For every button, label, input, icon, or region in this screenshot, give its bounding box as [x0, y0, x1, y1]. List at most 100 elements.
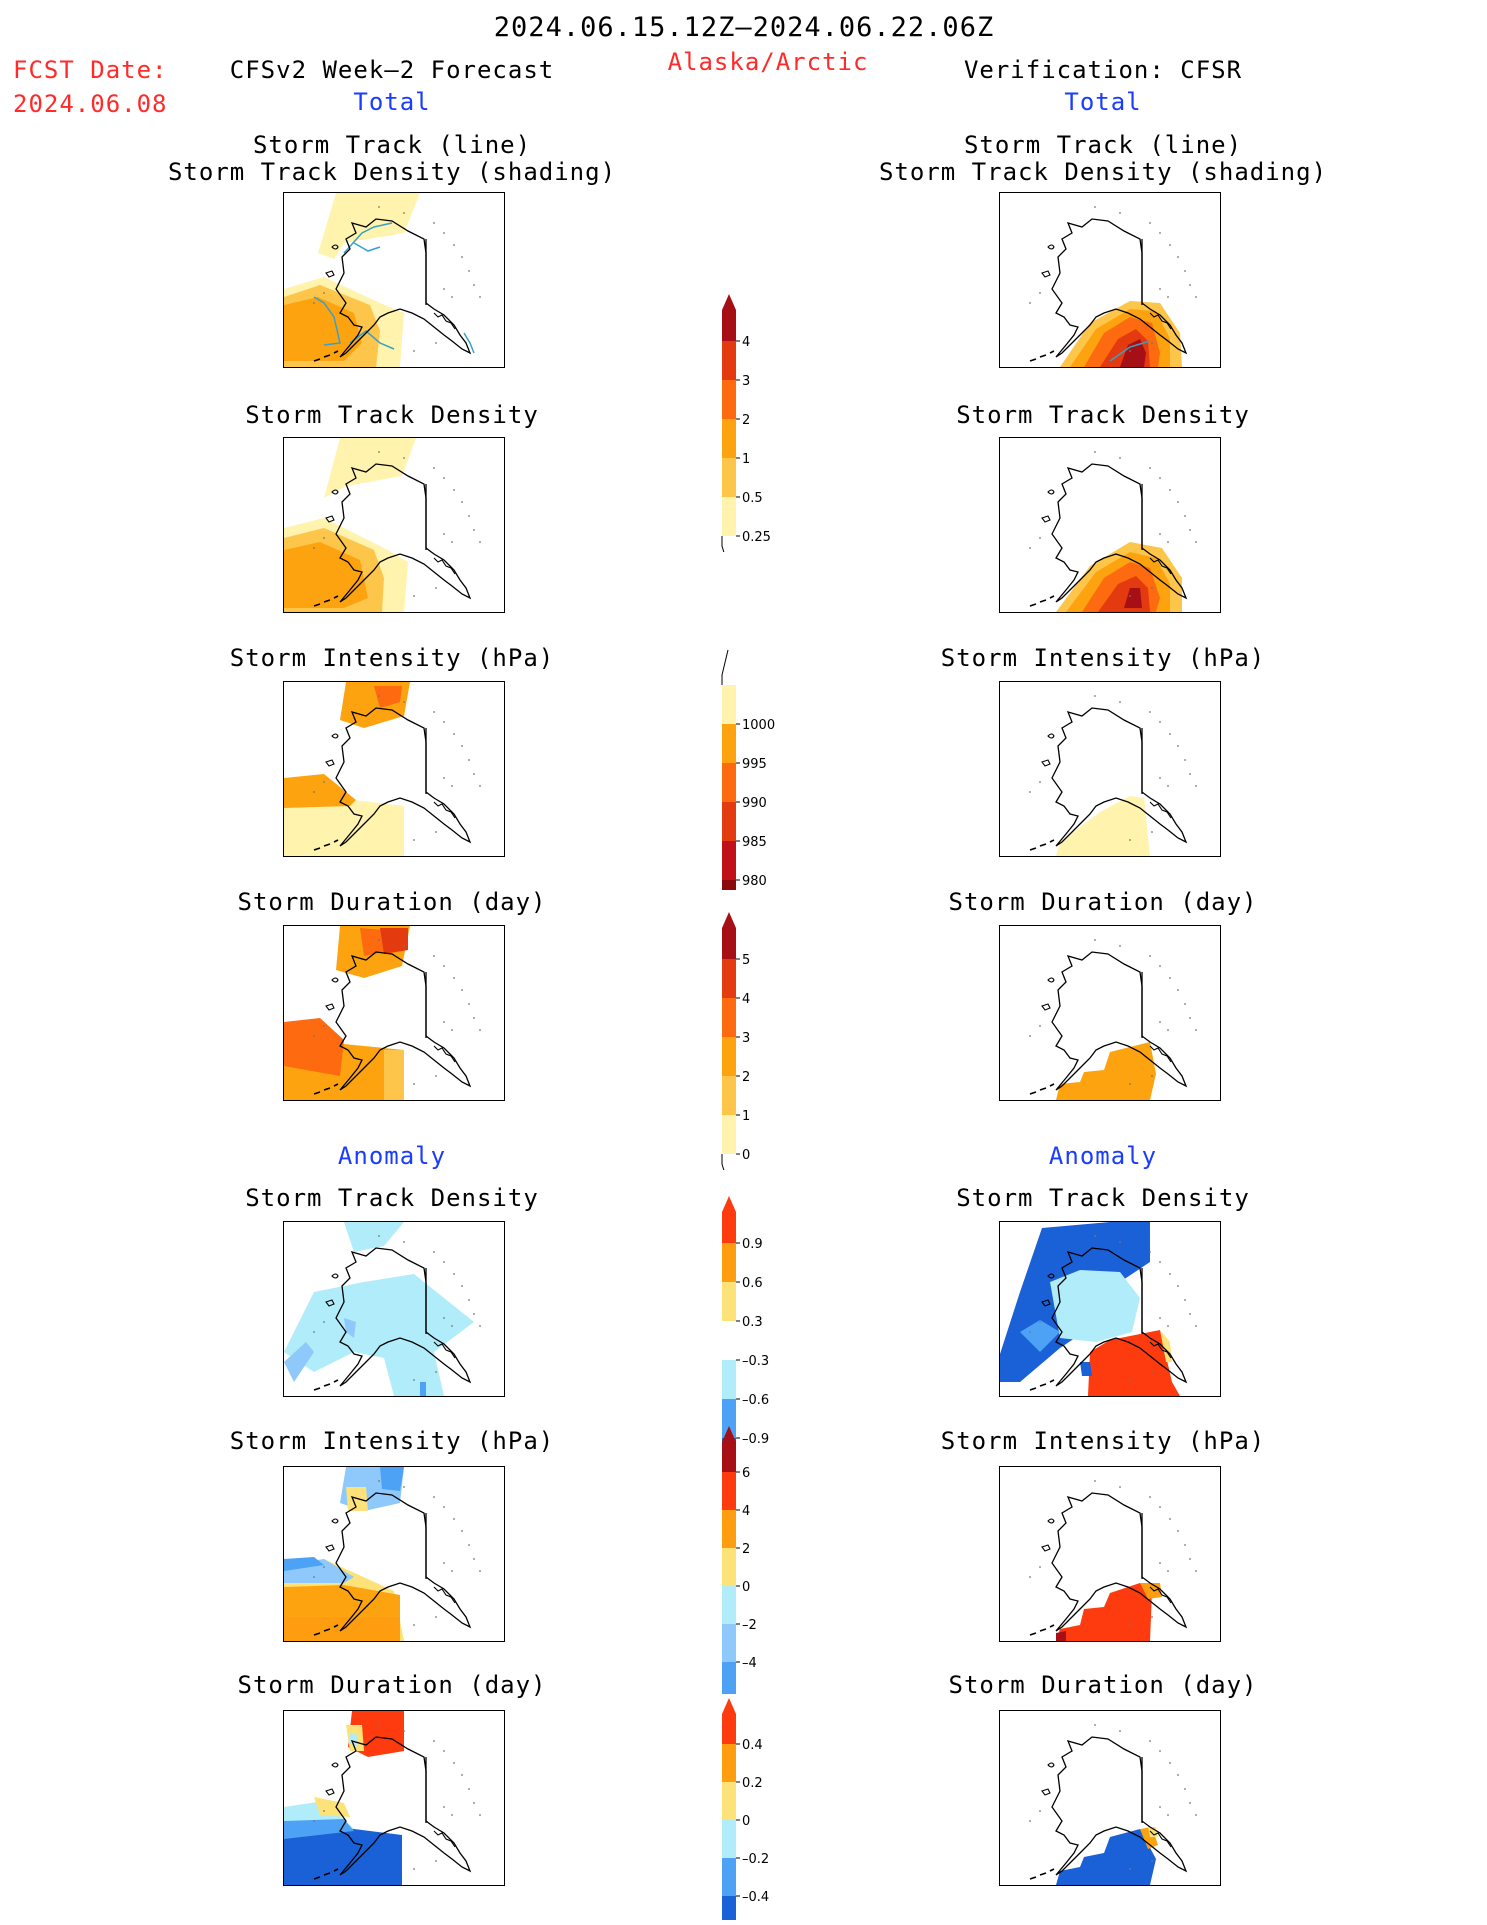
region-title: Alaska/Arctic [667, 48, 869, 76]
colorbar-swatch [722, 724, 736, 763]
colorbar-tick-label: 995 [742, 757, 767, 772]
colorbar-swatch [722, 802, 736, 841]
colorbar-tick-label: –0.4 [742, 1890, 769, 1905]
colorbar-tick-label: 2 [742, 1070, 750, 1085]
colorbar-tick-label: 4 [742, 1504, 750, 1519]
forecast-title: CFSv2 Week–2 Forecast [229, 56, 555, 84]
colorbar-swatch [722, 841, 736, 880]
colorbar-swatch [722, 1624, 736, 1662]
colorbar-swatch [722, 1744, 736, 1782]
colorbar-tick-label: 1 [742, 452, 750, 467]
colorbar-tick-label: 0 [742, 1148, 750, 1163]
colorbar-swatch [722, 912, 736, 959]
right-anomaly-label: Anomaly [1048, 1142, 1158, 1170]
left-anom-intensity-title: Storm Intensity (hPa) [229, 1427, 555, 1455]
colorbar-tick-label: 5 [742, 953, 750, 968]
right-duration-title: Storm Duration (day) [948, 888, 1258, 916]
colorbar-tick-label: 0.9 [742, 1237, 763, 1252]
forecast-duration-map [283, 925, 505, 1101]
colorbar-tick-label: 0.4 [742, 1738, 763, 1753]
colorbar-swatch [722, 1510, 736, 1548]
left-density-title: Storm Track Density [245, 401, 539, 429]
colorbar-tick-label: 985 [742, 835, 767, 850]
colorbar-swatch [722, 497, 736, 536]
date-range-title: 2024.06.15.12Z–2024.06.22.06Z [493, 12, 995, 43]
colorbar-swatch [722, 458, 736, 497]
right-anom-density-title: Storm Track Density [956, 1184, 1250, 1212]
colorbar-swatch [722, 959, 736, 998]
right-intensity-title: Storm Intensity (hPa) [940, 644, 1266, 672]
right-total-label: Total [1064, 88, 1142, 116]
colorbar-tick-label: –4 [742, 1656, 757, 1671]
verification-anomaly-density-map [999, 1221, 1221, 1397]
right-anom-duration-title: Storm Duration (day) [948, 1671, 1258, 1699]
colorbar-swatch [722, 1426, 736, 1472]
colorbar-tail [721, 536, 729, 567]
colorbar-swatch [722, 1115, 736, 1154]
fcst-date-label: FCST Date: [13, 56, 168, 84]
left-total-label: Total [353, 88, 431, 116]
colorbar-swatch [722, 1321, 736, 1360]
intensity-colorbar: 1000 995 990 985 980 [700, 640, 810, 927]
colorbar-tick-label: 2 [742, 1542, 750, 1557]
verification-density-map [999, 437, 1221, 613]
colorbar-tick-label: 1 [742, 1109, 750, 1124]
duration-colorbar: 5 4 3 2 1 0 [700, 880, 810, 1185]
forecast-anomaly-intensity-map [283, 1466, 505, 1642]
anomaly-density-colorbar: 0.9 0.6 0.3 –0.3 –0.6 –0.9 [700, 1164, 810, 1485]
colorbar-swatch [722, 380, 736, 419]
colorbar-swatch [722, 685, 736, 724]
colorbar-tail [721, 649, 729, 685]
colorbar-tick-label: 990 [742, 796, 767, 811]
colorbar-swatch [722, 998, 736, 1037]
colorbar-tick-label: –0.3 [742, 1354, 769, 1369]
forecast-density-map [283, 437, 505, 613]
left-anomaly-label: Anomaly [337, 1142, 447, 1170]
colorbar-swatch [722, 1782, 736, 1820]
verification-intensity-map [999, 681, 1221, 857]
right-density-title: Storm Track Density [956, 401, 1250, 429]
track-shading-title: Storm Track Density (shading) [878, 158, 1328, 186]
colorbar-tick-label: –2 [742, 1618, 757, 1633]
colorbar-tick-label: 980 [742, 874, 767, 889]
colorbar-swatch [722, 1548, 736, 1586]
forecast-track-map [283, 192, 505, 368]
left-anom-density-title: Storm Track Density [245, 1184, 539, 1212]
left-track-title: Storm Track (line) Storm Track Density (… [168, 132, 616, 186]
colorbar-tick-label: 1000 [742, 718, 775, 733]
colorbar-tick-label: –0.9 [742, 1432, 769, 1444]
colorbar-swatch [722, 1037, 736, 1076]
verification-duration-map [999, 925, 1221, 1101]
colorbar-tick-label: 0.2 [742, 1776, 763, 1791]
colorbar-swatch [722, 1076, 736, 1115]
colorbar-swatch [722, 341, 736, 380]
colorbar-tick-label: 0.25 [742, 530, 771, 545]
colorbar-swatch [722, 294, 736, 341]
colorbar-swatch [722, 763, 736, 802]
right-anom-intensity-title: Storm Intensity (hPa) [940, 1427, 1266, 1455]
colorbar-swatch [722, 1896, 736, 1925]
right-track-title: Storm Track (line) Storm Track Density (… [879, 132, 1327, 186]
track-shading-title: Storm Track Density (shading) [167, 158, 617, 186]
colorbar-tick-label: 3 [742, 374, 750, 389]
colorbar-swatch [722, 1196, 736, 1243]
colorbar-swatch [722, 1472, 736, 1510]
colorbar-swatch [722, 1820, 736, 1858]
colorbar-tick-label: 3 [742, 1031, 750, 1046]
colorbar-swatch [722, 1586, 736, 1624]
colorbar-tick-label: 0 [742, 1580, 750, 1595]
forecast-intensity-map [283, 681, 505, 857]
track-line-title: Storm Track (line) [963, 131, 1243, 159]
colorbar-swatch [722, 1243, 736, 1282]
colorbar-tick-label: 0.3 [742, 1315, 763, 1330]
forecast-anomaly-duration-map [283, 1710, 505, 1886]
colorbar-swatch [722, 1399, 736, 1438]
colorbar-swatch [722, 1360, 736, 1399]
verification-anomaly-intensity-map [999, 1466, 1221, 1642]
colorbar-swatch [722, 1282, 736, 1321]
colorbar-tick-label: 4 [742, 992, 750, 1007]
colorbar-tick-label: 2 [742, 413, 750, 428]
colorbar-swatch [722, 1698, 736, 1744]
colorbar-tick-label: 0 [742, 1814, 750, 1829]
left-anom-duration-title: Storm Duration (day) [237, 1671, 547, 1699]
